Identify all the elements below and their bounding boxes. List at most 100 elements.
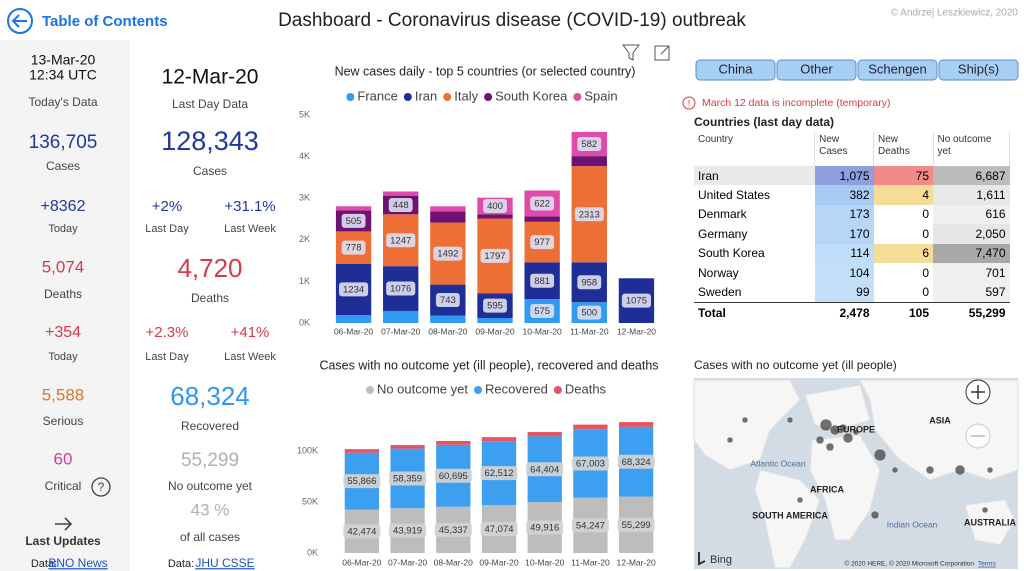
y-tick-label: 5K	[299, 109, 310, 119]
table-cell: 104	[814, 262, 874, 283]
data-label: 60,695	[439, 471, 468, 482]
country-button[interactable]	[695, 59, 776, 81]
country-button-label[interactable]: Other	[800, 61, 833, 76]
country-button[interactable]	[938, 59, 1019, 81]
data-label-bg	[483, 298, 507, 313]
data-label-bg	[480, 248, 510, 263]
data-label-bg	[577, 305, 602, 320]
table-row: Iran 1,075 75 6,687	[694, 166, 1010, 186]
table-cell: 6,687	[933, 166, 1010, 186]
data-label-bg	[389, 523, 427, 538]
table-row: Norway 104 0 701	[694, 262, 1010, 283]
back-button[interactable]: Table of Contents	[7, 8, 168, 34]
map-bubble	[981, 506, 989, 514]
map-land	[804, 384, 871, 431]
x-tick-label: 09-Mar-20	[475, 326, 514, 336]
source-link[interactable]: BNO News	[48, 556, 107, 570]
table-row: Sweden 99 0 597	[694, 282, 1010, 303]
bar-segment	[344, 449, 379, 453]
country-button-label[interactable]: China	[719, 61, 754, 76]
table-cell: Denmark	[698, 207, 747, 222]
data-label: 64,404	[530, 464, 559, 475]
legend-label: South Korea	[495, 88, 568, 103]
country-button[interactable]	[776, 59, 857, 81]
map-bubble	[842, 432, 854, 444]
updates-arrow	[55, 517, 73, 531]
table-cell: 0	[922, 226, 929, 241]
toc-link[interactable]: Table of Contents	[42, 13, 168, 30]
back-icon[interactable]	[7, 8, 33, 34]
source-prefix: Data:	[168, 558, 194, 570]
no-outcome-share: 43 %	[191, 500, 230, 519]
data-label: 67,003	[576, 459, 605, 470]
map-bubble	[925, 465, 935, 475]
data-label-bg	[434, 522, 472, 537]
table-cell: 99	[814, 282, 874, 303]
data-label-bg	[339, 282, 369, 297]
map-bubble	[852, 428, 860, 436]
table-cell: Germany	[698, 226, 748, 241]
data-label: 582	[581, 139, 597, 150]
column-header: New Deaths	[873, 132, 934, 166]
x-tick-label: 10-Mar-20	[523, 326, 562, 336]
source-link[interactable]: JHU CSSE	[195, 556, 254, 570]
filter-icon[interactable]	[622, 44, 640, 61]
table-cell: United States	[698, 188, 771, 203]
legend-marker	[553, 386, 562, 394]
country-button[interactable]	[857, 59, 938, 81]
today-date: 13-Mar-20	[31, 52, 96, 68]
table-cell: 0	[922, 207, 929, 222]
warning-glyph: !	[688, 98, 691, 108]
total-cell: 2,478	[814, 301, 874, 323]
country-button-label[interactable]: Ship(s)	[958, 61, 999, 76]
y-tick-label: 4K	[299, 151, 310, 161]
data-label-bg	[480, 466, 518, 481]
total-cell: 105	[873, 301, 933, 323]
focus-icon[interactable]	[654, 45, 670, 61]
map-bubble	[954, 464, 966, 476]
column-header: No outcome yet	[933, 132, 1010, 166]
today-new-cases: +8362	[41, 198, 86, 215]
help-icon[interactable]	[91, 477, 111, 497]
table-row: Germany 170 0 2,050	[694, 224, 1010, 244]
map-bubble	[870, 510, 880, 520]
map-terms[interactable]: Terms	[978, 561, 996, 568]
data-label-bg	[530, 304, 555, 319]
data-label: 622	[534, 198, 550, 209]
data-label-bg	[530, 235, 555, 250]
today-serious: 5,588	[42, 385, 85, 404]
data-label-bg	[621, 293, 651, 308]
data-label: 958	[581, 277, 597, 288]
data-label-bg	[617, 454, 655, 469]
map-label: Indian Ocean	[887, 519, 938, 529]
table: Country New Cases New Deaths No outcome yet…	[694, 132, 1010, 323]
data-label: 400	[487, 201, 503, 212]
x-tick-label: 06-Mar-20	[334, 326, 373, 336]
data-label-bg	[480, 521, 518, 536]
y-tick-label: 0K	[307, 547, 318, 557]
country-button-label[interactable]: Schengen	[868, 61, 927, 76]
country-table: Country New Cases New Deaths No outcome yet…	[694, 132, 1016, 323]
legend-marker	[484, 93, 493, 101]
map-bubble	[891, 466, 899, 474]
data-label-bg	[571, 518, 609, 533]
data-label-bg	[389, 471, 427, 486]
table-title: Countries (last day data)	[694, 115, 834, 129]
legend-label: Deaths	[565, 381, 607, 396]
y-tick-label: 50K	[302, 496, 318, 506]
map-attribution: © 2020 HERE, © 2020 Microsoft Corporatio…	[844, 560, 974, 568]
data-label: 2313	[579, 209, 600, 220]
data-label: 42,474	[347, 526, 376, 537]
data-label-bg	[617, 517, 655, 532]
table-cell: 170	[814, 224, 874, 244]
today-deaths: 5,074	[42, 257, 85, 276]
deaths-change-week: +41%	[231, 324, 270, 341]
last-updates[interactable]: Last Updates	[25, 534, 101, 548]
today-serious-label: Serious	[43, 414, 84, 428]
data-label: 743	[440, 295, 456, 306]
map-bubble	[796, 496, 804, 504]
y-tick-label: 3K	[299, 193, 310, 203]
bar-segment	[481, 437, 517, 442]
data-label: 595	[487, 301, 503, 312]
